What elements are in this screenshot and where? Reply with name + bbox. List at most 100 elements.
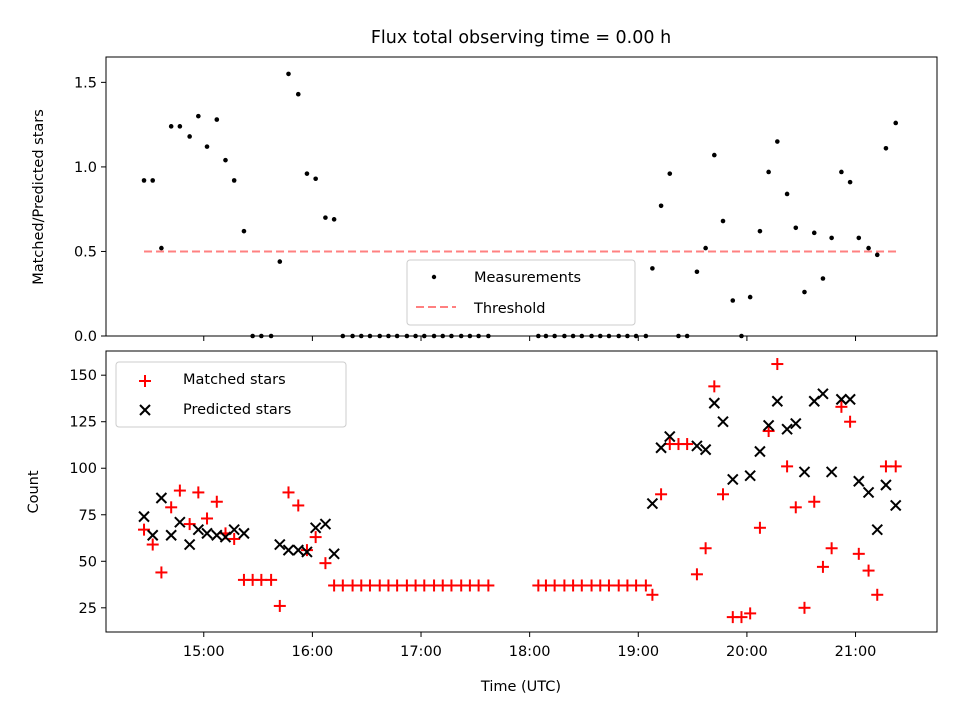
predicted-point <box>798 466 811 478</box>
predicted-point-b <box>319 518 332 530</box>
predicted-point-b <box>192 523 205 536</box>
legend-measurements-label: Measurements <box>474 270 581 286</box>
measurement-point <box>747 294 753 300</box>
matched-point <box>808 495 821 508</box>
y-axis-label: Matched/Predicted stars <box>31 109 47 285</box>
matched-point <box>192 486 205 499</box>
predicted-point-b <box>274 538 286 551</box>
matched-point <box>300 544 313 557</box>
predicted-point-b <box>835 393 848 406</box>
matched-point <box>862 564 875 577</box>
predicted-point-b <box>201 527 213 540</box>
predicted-point <box>817 388 829 400</box>
matched-point <box>744 607 757 620</box>
predicted-point <box>890 499 902 512</box>
y-tick-label: 1.0 <box>74 160 97 176</box>
measurement-point <box>141 178 147 183</box>
top-plot-frame <box>105 56 938 337</box>
predicted-point-b <box>301 546 313 558</box>
bottom-legend: Matched stars Predicted stars <box>115 361 347 428</box>
measurement-point <box>883 146 889 151</box>
predicted-point-b <box>880 479 892 491</box>
predicted-point-b <box>825 466 838 478</box>
measurement-point <box>196 113 201 119</box>
matched-point <box>871 588 884 601</box>
measurement-point <box>223 157 228 163</box>
measurement-point <box>802 289 807 295</box>
predicted-point-b <box>691 440 703 452</box>
predicted-point <box>835 393 848 406</box>
matched-point <box>173 484 186 497</box>
predicted-point <box>691 440 703 452</box>
predicted-point <box>762 419 775 432</box>
predicted-point <box>771 395 784 407</box>
matched-point <box>482 579 495 592</box>
y-tick-label: 50 <box>79 554 97 570</box>
predicted-point <box>138 510 150 523</box>
predicted-point <box>155 492 168 504</box>
predicted-point <box>228 523 240 536</box>
predicted-point <box>282 544 295 556</box>
predicted-point-b <box>211 529 223 541</box>
predicted-point <box>646 497 659 510</box>
x-tick-label: 15:00 <box>183 644 225 660</box>
measurement-point <box>304 171 310 176</box>
predicted-point-b <box>699 443 712 456</box>
bottom-axis-ticks: 25 50 75 100 125 150 15:00 16:00 17:00 18:00 19:00… <box>69 368 876 660</box>
y-tick-label: 25 <box>79 601 97 617</box>
matched-point <box>844 415 857 428</box>
matched-point <box>138 523 151 536</box>
matched-point <box>273 599 286 612</box>
measurement-point <box>177 124 183 129</box>
legend-measurements-marker <box>431 274 437 280</box>
predicted-point <box>825 466 838 478</box>
measurement-point <box>667 171 673 176</box>
matched-point <box>771 358 784 371</box>
predicted-point-b <box>183 538 196 551</box>
measurement-point <box>694 269 700 275</box>
predicted-point-b <box>165 529 177 541</box>
measurement-point <box>204 144 210 149</box>
predicted-point <box>871 523 883 536</box>
legend-threshold-label: Threshold <box>473 301 545 317</box>
measurement-point <box>159 245 164 251</box>
matched-point <box>735 611 748 624</box>
matched-point <box>292 499 305 512</box>
matched-point <box>825 542 838 555</box>
predicted-point <box>853 475 865 487</box>
predicted-point-b <box>781 423 793 435</box>
predicted-point <box>301 546 313 558</box>
matched-point <box>265 573 278 586</box>
predicted-point <box>174 516 186 528</box>
predicted-point-b <box>744 469 756 482</box>
measurement-point <box>150 178 156 183</box>
predicted-point <box>655 442 667 454</box>
matched-point <box>781 460 794 473</box>
y-tick-label: 125 <box>69 415 97 431</box>
bottom-legend-box <box>115 361 347 428</box>
measurement-point <box>650 266 655 271</box>
legend-predicted-label: Predicted stars <box>183 402 291 418</box>
matched-point <box>282 486 295 499</box>
matched-point <box>789 501 802 514</box>
predicted-point-b <box>790 417 802 430</box>
predicted-point-b <box>708 397 721 409</box>
predicted-point-b <box>844 393 856 406</box>
predicted-point-b <box>655 442 667 454</box>
predicted-point-b <box>238 527 250 540</box>
matched-point <box>210 495 223 508</box>
matched-point <box>228 532 241 545</box>
x-tick-label: 20:00 <box>726 644 768 660</box>
matched-point <box>681 438 694 451</box>
matched-point <box>699 542 712 555</box>
predicted-point-b <box>664 430 676 443</box>
predicted-point-b <box>147 529 159 541</box>
matched-point <box>655 488 668 501</box>
predicted-point <box>328 548 340 560</box>
predicted-point <box>165 529 177 541</box>
bottom-plot-frame <box>105 350 938 633</box>
predicted-point <box>192 523 205 536</box>
predicted-point-b <box>328 548 340 560</box>
predicted-point <box>309 522 322 534</box>
legend-matched-marker <box>139 375 151 387</box>
